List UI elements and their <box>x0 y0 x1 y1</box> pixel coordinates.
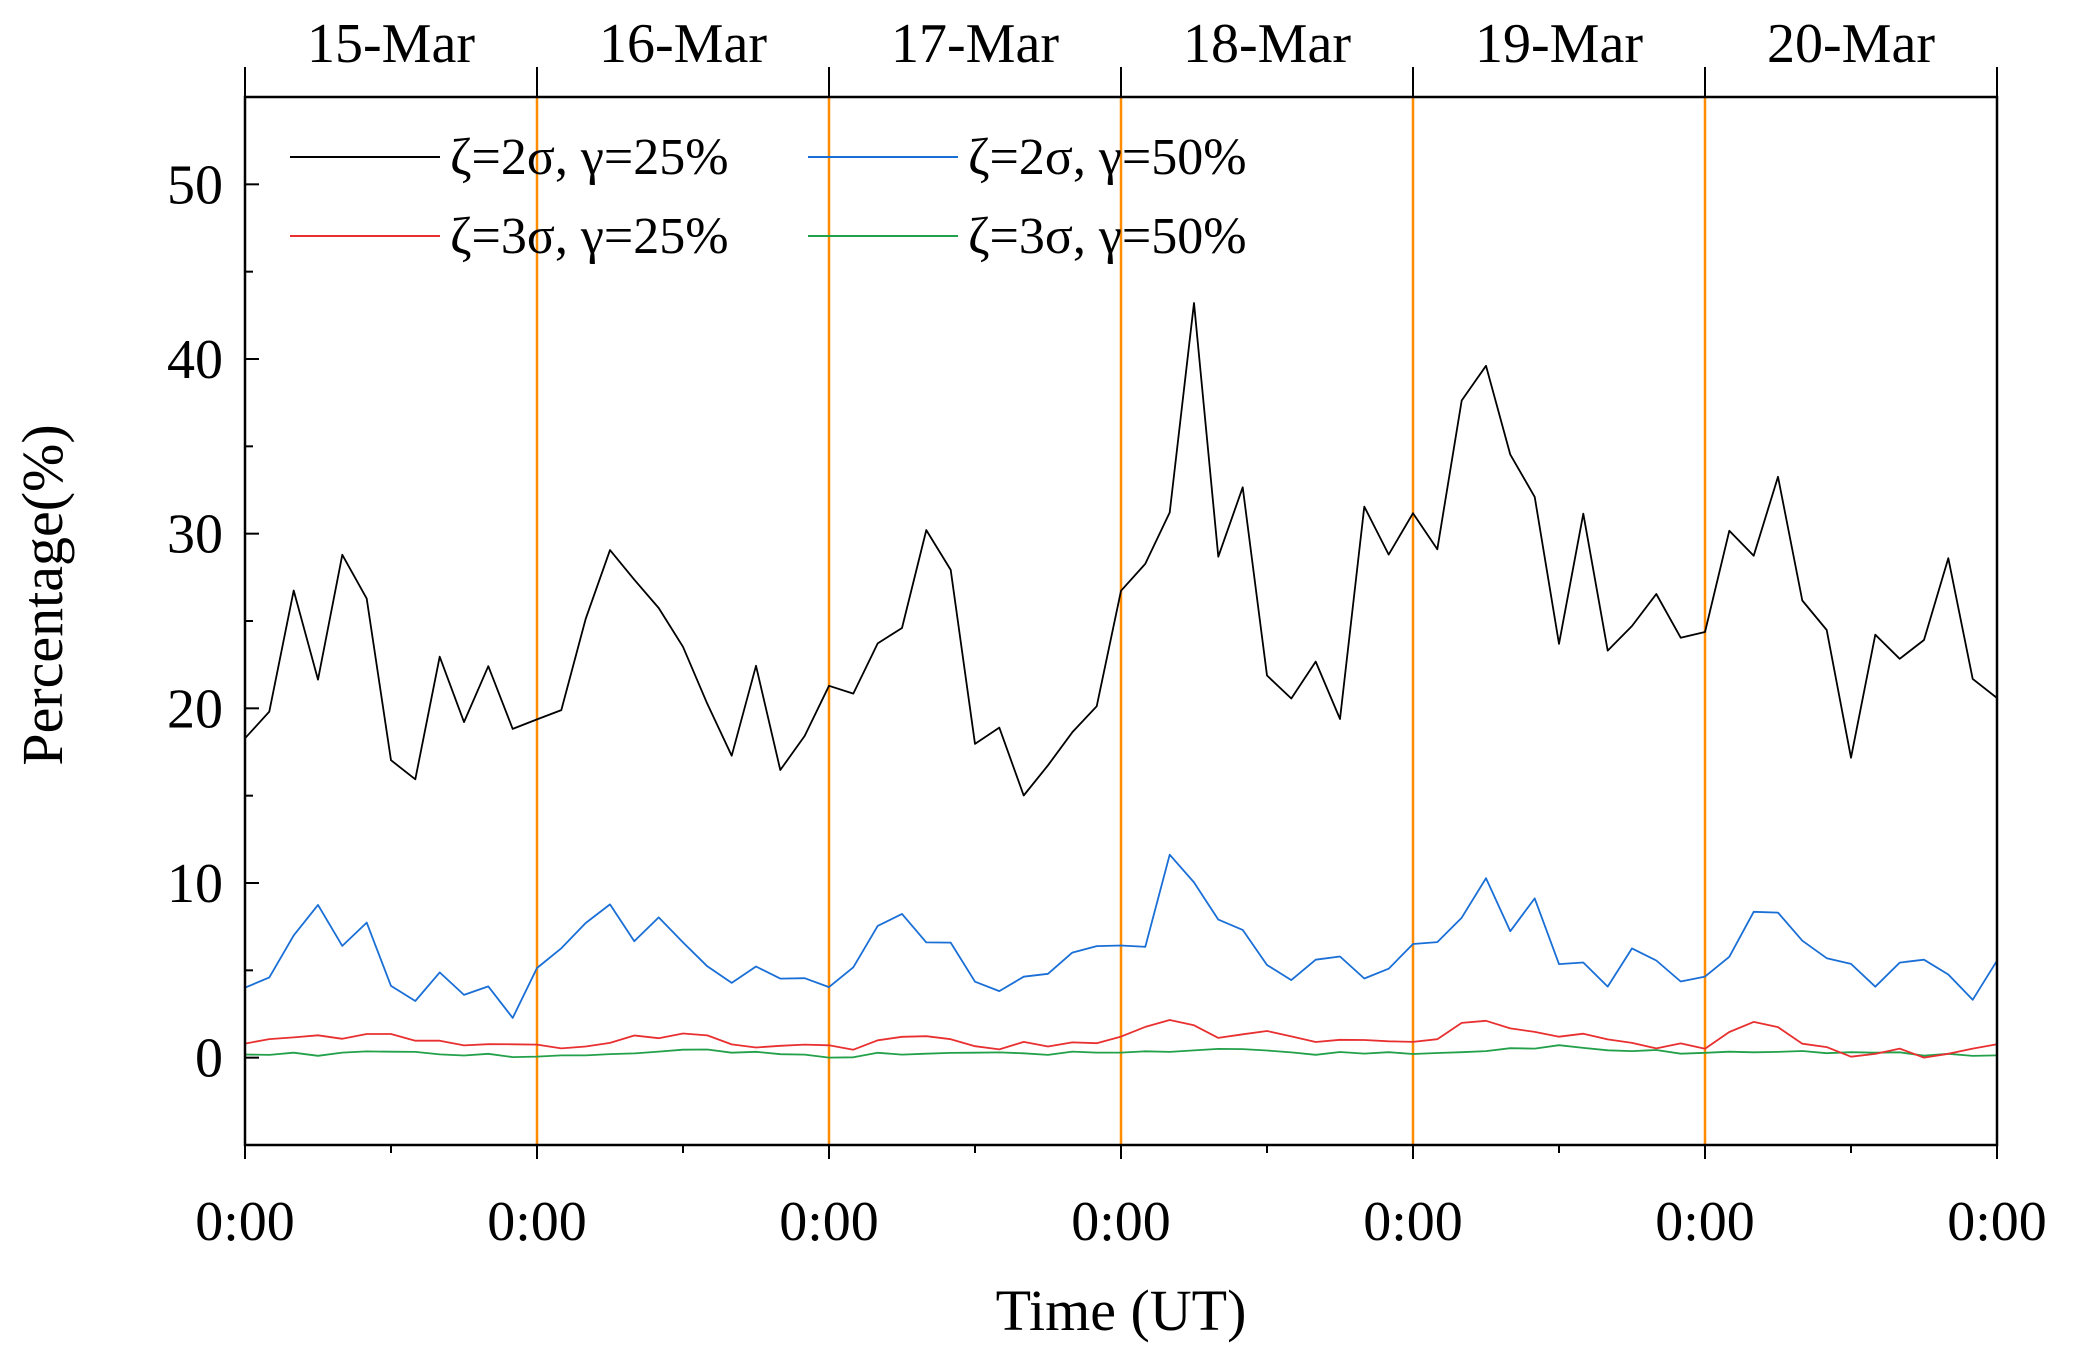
top-day-labels: 15-Mar 16-Mar 17-Mar 18-Mar 19-Mar 20-Mar <box>307 13 1935 75</box>
x-tick-label: 0:00 <box>1655 1191 1755 1253</box>
series-layer <box>244 302 1998 1059</box>
x-axis-title: Time (UT) <box>996 1278 1247 1343</box>
series-line <box>244 1019 1998 1059</box>
legend-label: ζ=3σ, γ=50% <box>968 208 1247 265</box>
day-separators <box>535 97 1707 1145</box>
day-label: 15-Mar <box>307 13 475 75</box>
y-tick-label: 0 <box>195 1028 223 1090</box>
x-tick-label: 0:00 <box>779 1191 879 1253</box>
day-label: 16-Mar <box>599 13 767 75</box>
series-line <box>244 853 1998 1019</box>
y-tick-label: 10 <box>167 853 223 915</box>
legend-label: ζ=2σ, γ=25% <box>450 129 729 186</box>
x-tick-label: 0:00 <box>195 1191 295 1253</box>
legend-label: ζ=2σ, γ=50% <box>968 129 1247 186</box>
x-axis: 0:00 0:00 0:00 0:00 0:00 0:00 0:00 <box>195 67 2047 1253</box>
day-label: 18-Mar <box>1183 13 1351 75</box>
y-axis-title: Percentage(%) <box>10 424 75 765</box>
x-tick-label: 0:00 <box>1363 1191 1463 1253</box>
y-tick-label: 20 <box>167 678 223 740</box>
x-tick-label: 0:00 <box>1071 1191 1171 1253</box>
series-line <box>244 1044 1998 1059</box>
y-tick-label: 30 <box>167 504 223 566</box>
y-axis: 0 10 20 30 40 50 <box>167 96 259 1146</box>
y-tick-label: 50 <box>167 154 223 216</box>
legend-label: ζ=3σ, γ=25% <box>450 208 729 265</box>
x-tick-label: 0:00 <box>487 1191 587 1253</box>
legend: ζ=2σ, γ=25% ζ=2σ, γ=50% ζ=3σ, γ=25% ζ=3σ, γ… <box>290 129 1247 265</box>
day-label: 17-Mar <box>891 13 1059 75</box>
day-label: 20-Mar <box>1767 13 1935 75</box>
series-line <box>244 302 1998 797</box>
day-label: 19-Mar <box>1475 13 1643 75</box>
y-tick-label: 40 <box>167 329 223 391</box>
x-tick-label: 0:00 <box>1947 1191 2047 1253</box>
